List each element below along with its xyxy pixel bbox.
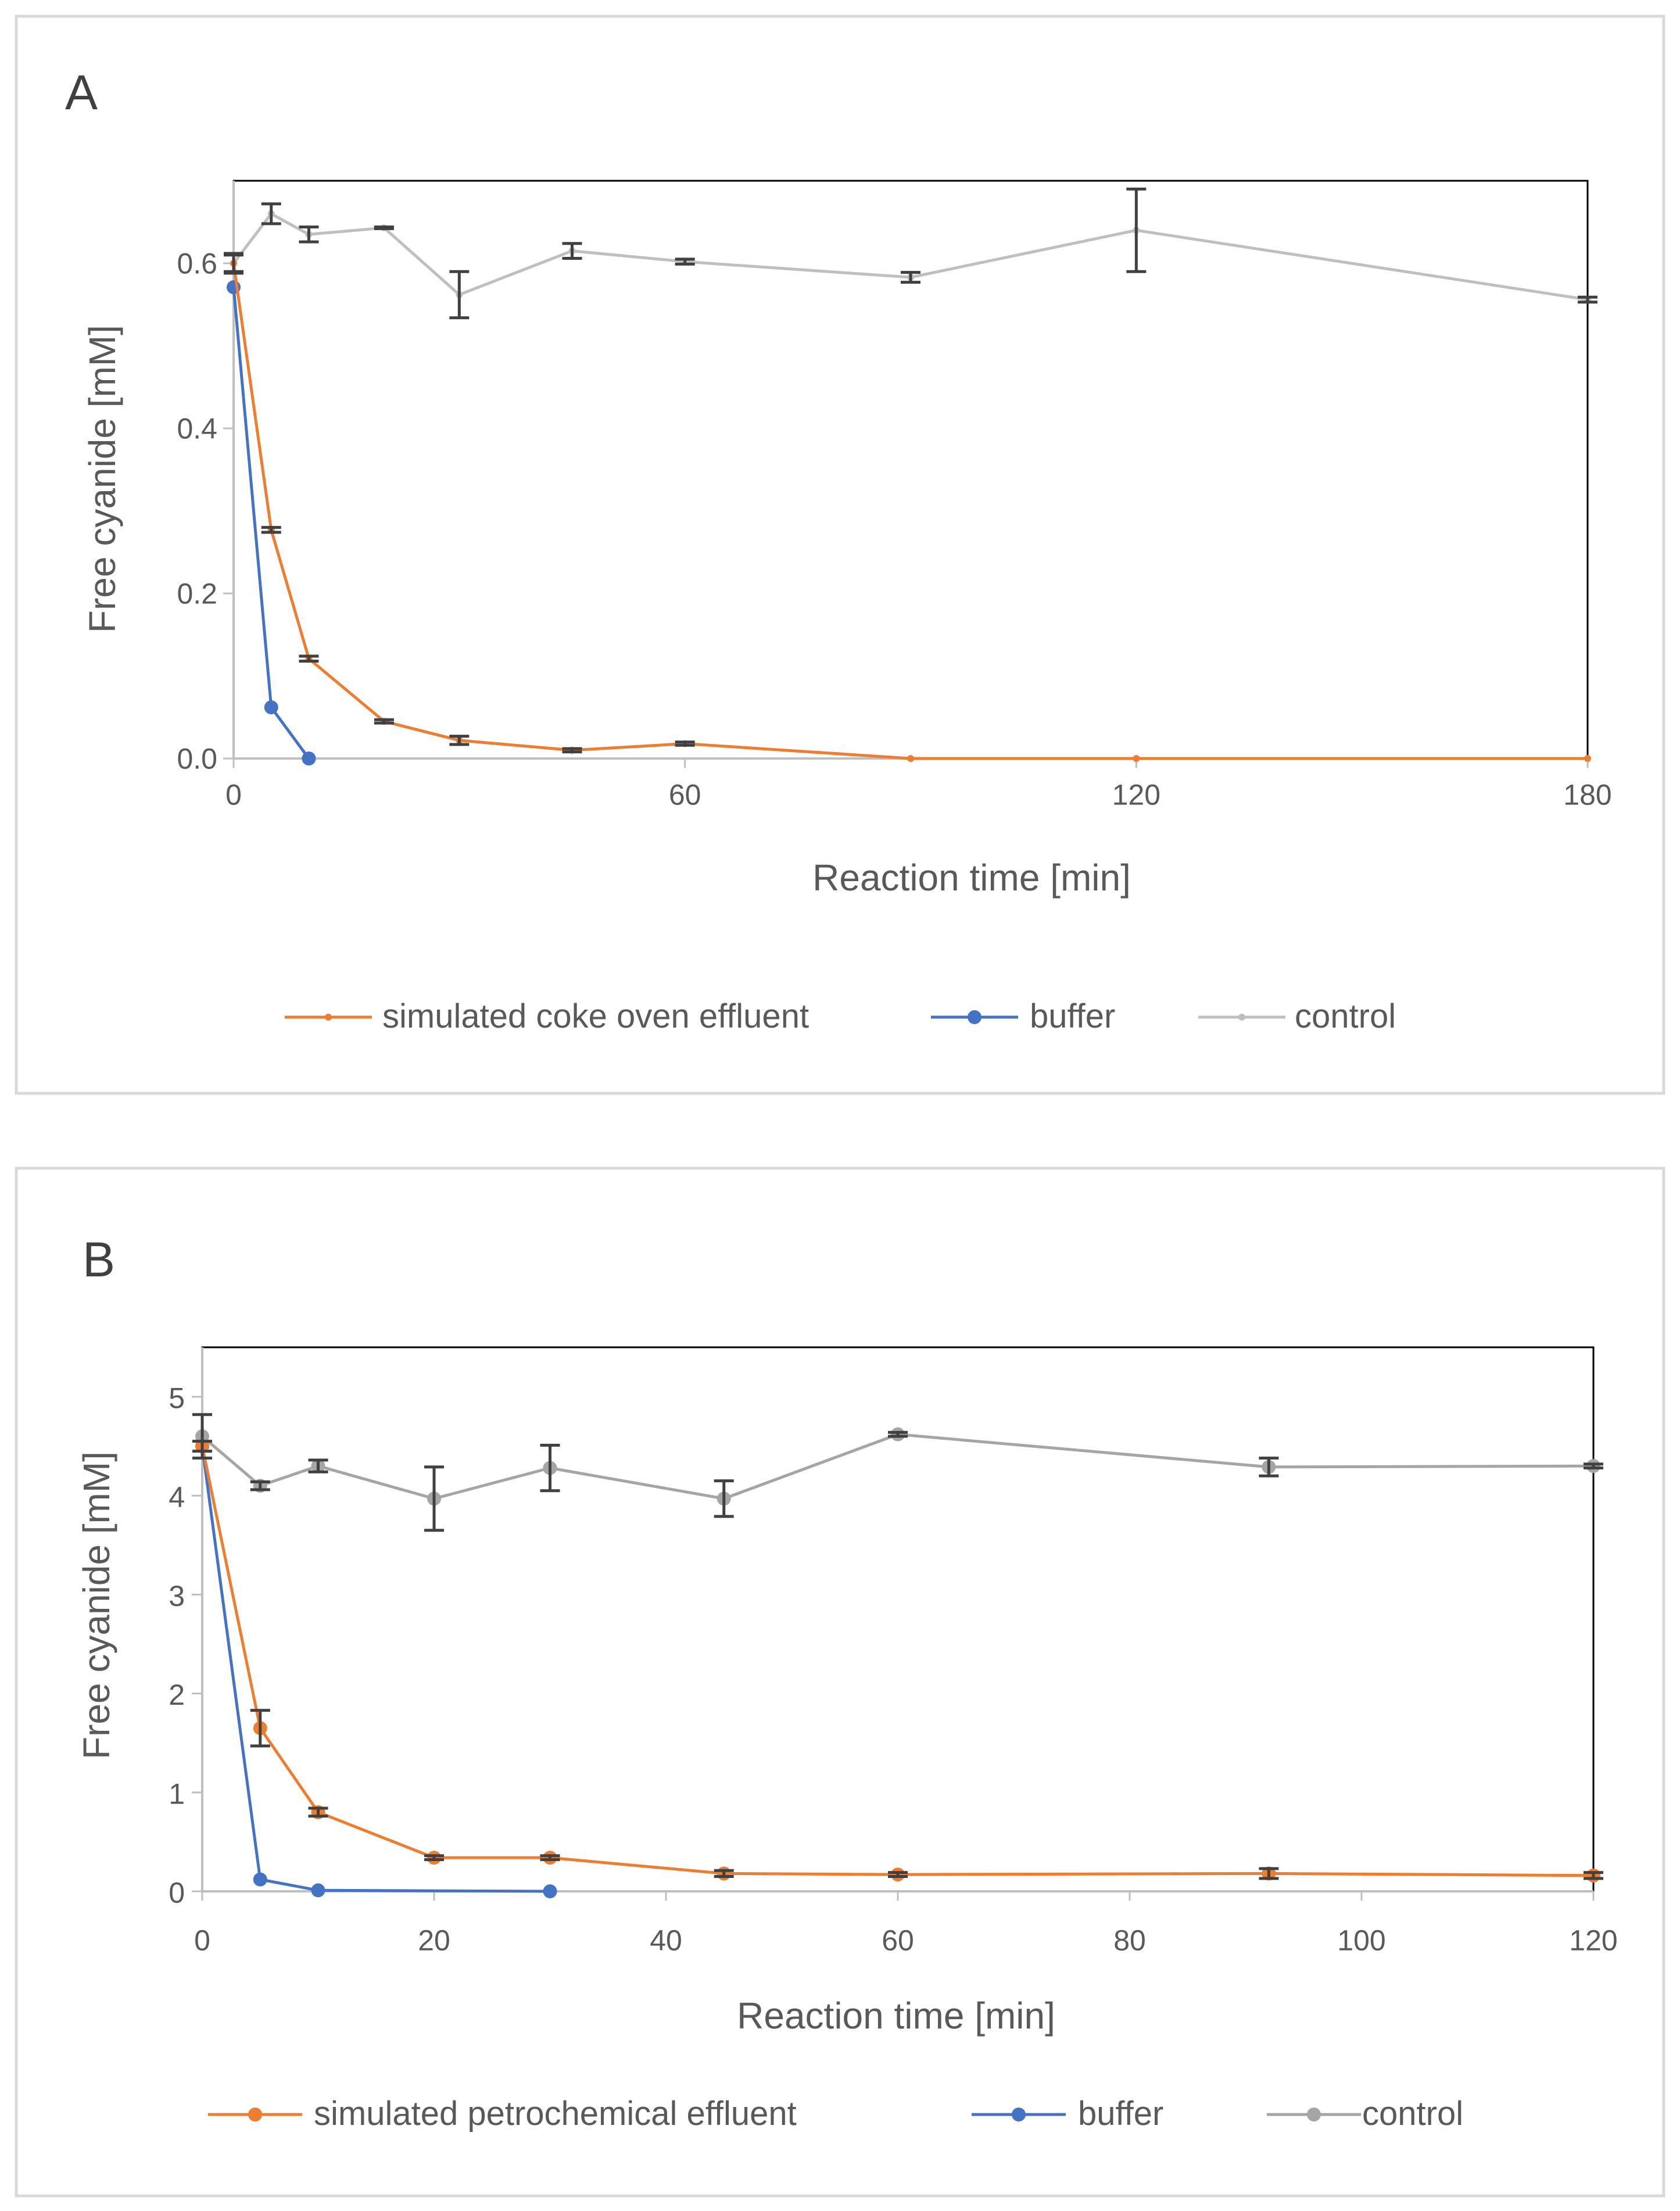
- legend-marker: [968, 1010, 982, 1024]
- x-tick-label: 120: [1112, 779, 1160, 811]
- legend-marker: [1238, 1014, 1245, 1021]
- legend-marker: [325, 1014, 332, 1021]
- x-tick-label: 180: [1563, 779, 1611, 811]
- panel-a-y-axis-title: Free cyanide [mM]: [81, 325, 123, 633]
- legend-marker: [248, 2108, 262, 2121]
- legend-label: control: [1362, 2095, 1463, 2133]
- y-tick-label: 0.6: [177, 248, 217, 280]
- data-point: [907, 755, 914, 762]
- y-tick-label: 0.2: [177, 578, 217, 610]
- panel-b-x-axis-title: Reaction time [min]: [737, 1995, 1055, 2037]
- series-line-0: [232, 263, 1588, 760]
- x-tick-label: 20: [418, 1924, 450, 1957]
- data-point: [311, 1883, 325, 1898]
- series-line-1: [200, 1446, 550, 1893]
- legend-label: simulated petrochemical effluent: [314, 2095, 797, 2133]
- panel-a-x-axis-title: Reaction time [min]: [812, 857, 1131, 899]
- x-tick-label: 60: [669, 779, 701, 811]
- data-point: [543, 1884, 557, 1898]
- legend-marker: [1012, 2108, 1026, 2121]
- legend-label: simulated coke oven effluent: [382, 997, 809, 1035]
- y-tick-label: 0: [169, 1877, 185, 1909]
- panel-b-label: B: [83, 1232, 115, 1287]
- data-point: [302, 752, 316, 765]
- data-point: [1584, 755, 1591, 762]
- series-line-2: [232, 212, 1588, 301]
- y-tick-label: 0.4: [177, 413, 217, 445]
- x-tick-label: 100: [1337, 1924, 1385, 1957]
- y-tick-label: 2: [169, 1679, 185, 1711]
- panel-a-legend: simulated coke oven effluent buffer contro…: [285, 997, 1396, 1035]
- legend-marker: [1307, 2108, 1321, 2121]
- y-tick-label: 5: [169, 1382, 185, 1415]
- y-tick-label: 0.0: [177, 743, 217, 775]
- y-tick-label: 1: [169, 1777, 185, 1810]
- panel-b: B Reaction time [min] Free cyanide [mM] …: [15, 1167, 1665, 2198]
- panel-b-y-axis-title: Free cyanide [mM]: [76, 1451, 117, 1759]
- panel-b-plot-area: 0 1 2 3 4 5 0 20 40 60 80 100 120: [169, 1346, 1618, 1957]
- panel-a-label: A: [65, 65, 98, 120]
- x-tick-label: 0: [225, 779, 242, 811]
- panel-a: A Reaction time [min] Free cyanide [mM] …: [15, 15, 1665, 1095]
- y-tick-label: 3: [169, 1580, 185, 1612]
- data-point: [264, 700, 278, 714]
- y-tick-label: 4: [169, 1481, 185, 1514]
- x-tick-label: 0: [194, 1924, 210, 1957]
- legend-label: buffer: [1078, 2095, 1163, 2133]
- legend-label: buffer: [1030, 997, 1115, 1035]
- x-tick-label: 60: [882, 1924, 914, 1957]
- panel-a-plot-area: 0.0 0.2 0.4 0.6 0 60 120 180: [177, 180, 1612, 811]
- x-tick-label: 80: [1113, 1924, 1146, 1957]
- x-tick-label: 40: [650, 1924, 682, 1957]
- data-point: [253, 1872, 267, 1887]
- panel-b-legend: simulated petrochemical effluent buffer co…: [208, 2095, 1463, 2133]
- legend-label: control: [1295, 997, 1396, 1035]
- x-tick-label: 120: [1569, 1924, 1617, 1957]
- panel-b-frame: [15, 1167, 1665, 2198]
- panel-a-frame: [15, 15, 1665, 1095]
- data-point: [1133, 755, 1140, 762]
